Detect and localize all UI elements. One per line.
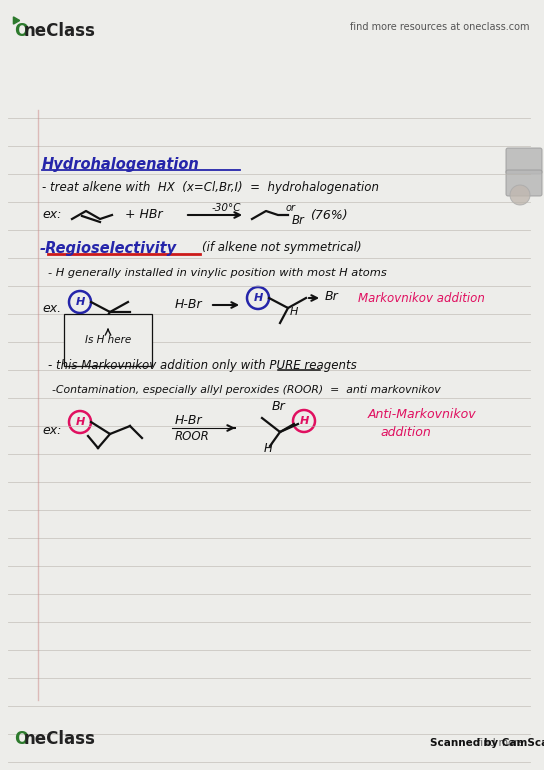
Text: H: H (264, 441, 273, 454)
Text: ex.: ex. (42, 302, 61, 314)
Text: Hydrohalogenation: Hydrohalogenation (42, 158, 200, 172)
Text: ex:: ex: (42, 209, 61, 222)
Text: ex:: ex: (42, 424, 61, 437)
Text: addition: addition (380, 426, 431, 438)
Text: - treat alkene with  HX  (x=Cl,Br,I)  =  hydrohalogenation: - treat alkene with HX (x=Cl,Br,I) = hyd… (42, 182, 379, 195)
Text: find more: find more (477, 738, 530, 748)
Text: O: O (14, 22, 28, 40)
Circle shape (510, 185, 530, 205)
Text: Br: Br (325, 290, 339, 303)
Text: + HBr: + HBr (125, 209, 163, 222)
Text: (76%): (76%) (310, 209, 348, 222)
Text: - H generally installed in vinylic position with most H atoms: - H generally installed in vinylic posit… (48, 268, 387, 278)
Text: find more resources at oneclass.com: find more resources at oneclass.com (350, 22, 530, 32)
Text: H-Br: H-Br (175, 413, 202, 427)
Text: H: H (299, 416, 308, 426)
Text: -30°C: -30°C (212, 203, 242, 213)
Text: - this Markovnikov addition only with PURE reagents: - this Markovnikov addition only with PU… (48, 359, 357, 371)
Text: H: H (76, 297, 85, 307)
FancyBboxPatch shape (506, 148, 542, 174)
Text: H: H (76, 417, 85, 427)
Text: neClass: neClass (24, 730, 96, 748)
Text: or: or (286, 203, 296, 213)
Text: Is H here: Is H here (85, 335, 131, 345)
Text: -Contamination, especially allyl peroxides (ROOR)  =  anti markovnikov: -Contamination, especially allyl peroxid… (52, 385, 441, 395)
FancyBboxPatch shape (506, 170, 542, 196)
Text: (if alkene not symmetrical): (if alkene not symmetrical) (202, 242, 362, 255)
Text: H: H (254, 293, 263, 303)
Text: O: O (14, 730, 28, 748)
Text: Br: Br (292, 213, 305, 226)
Text: neClass: neClass (24, 22, 96, 40)
Text: -Regioselectivity: -Regioselectivity (40, 240, 177, 256)
Text: Markovnikov addition: Markovnikov addition (358, 292, 485, 304)
Text: H-Br: H-Br (175, 299, 202, 312)
Text: H: H (290, 307, 298, 317)
Text: Anti-Markovnikov: Anti-Markovnikov (368, 409, 477, 421)
Text: Br: Br (272, 400, 286, 413)
Text: ROOR: ROOR (175, 430, 210, 443)
Text: Scanned by CamScanner: Scanned by CamScanner (430, 738, 544, 748)
